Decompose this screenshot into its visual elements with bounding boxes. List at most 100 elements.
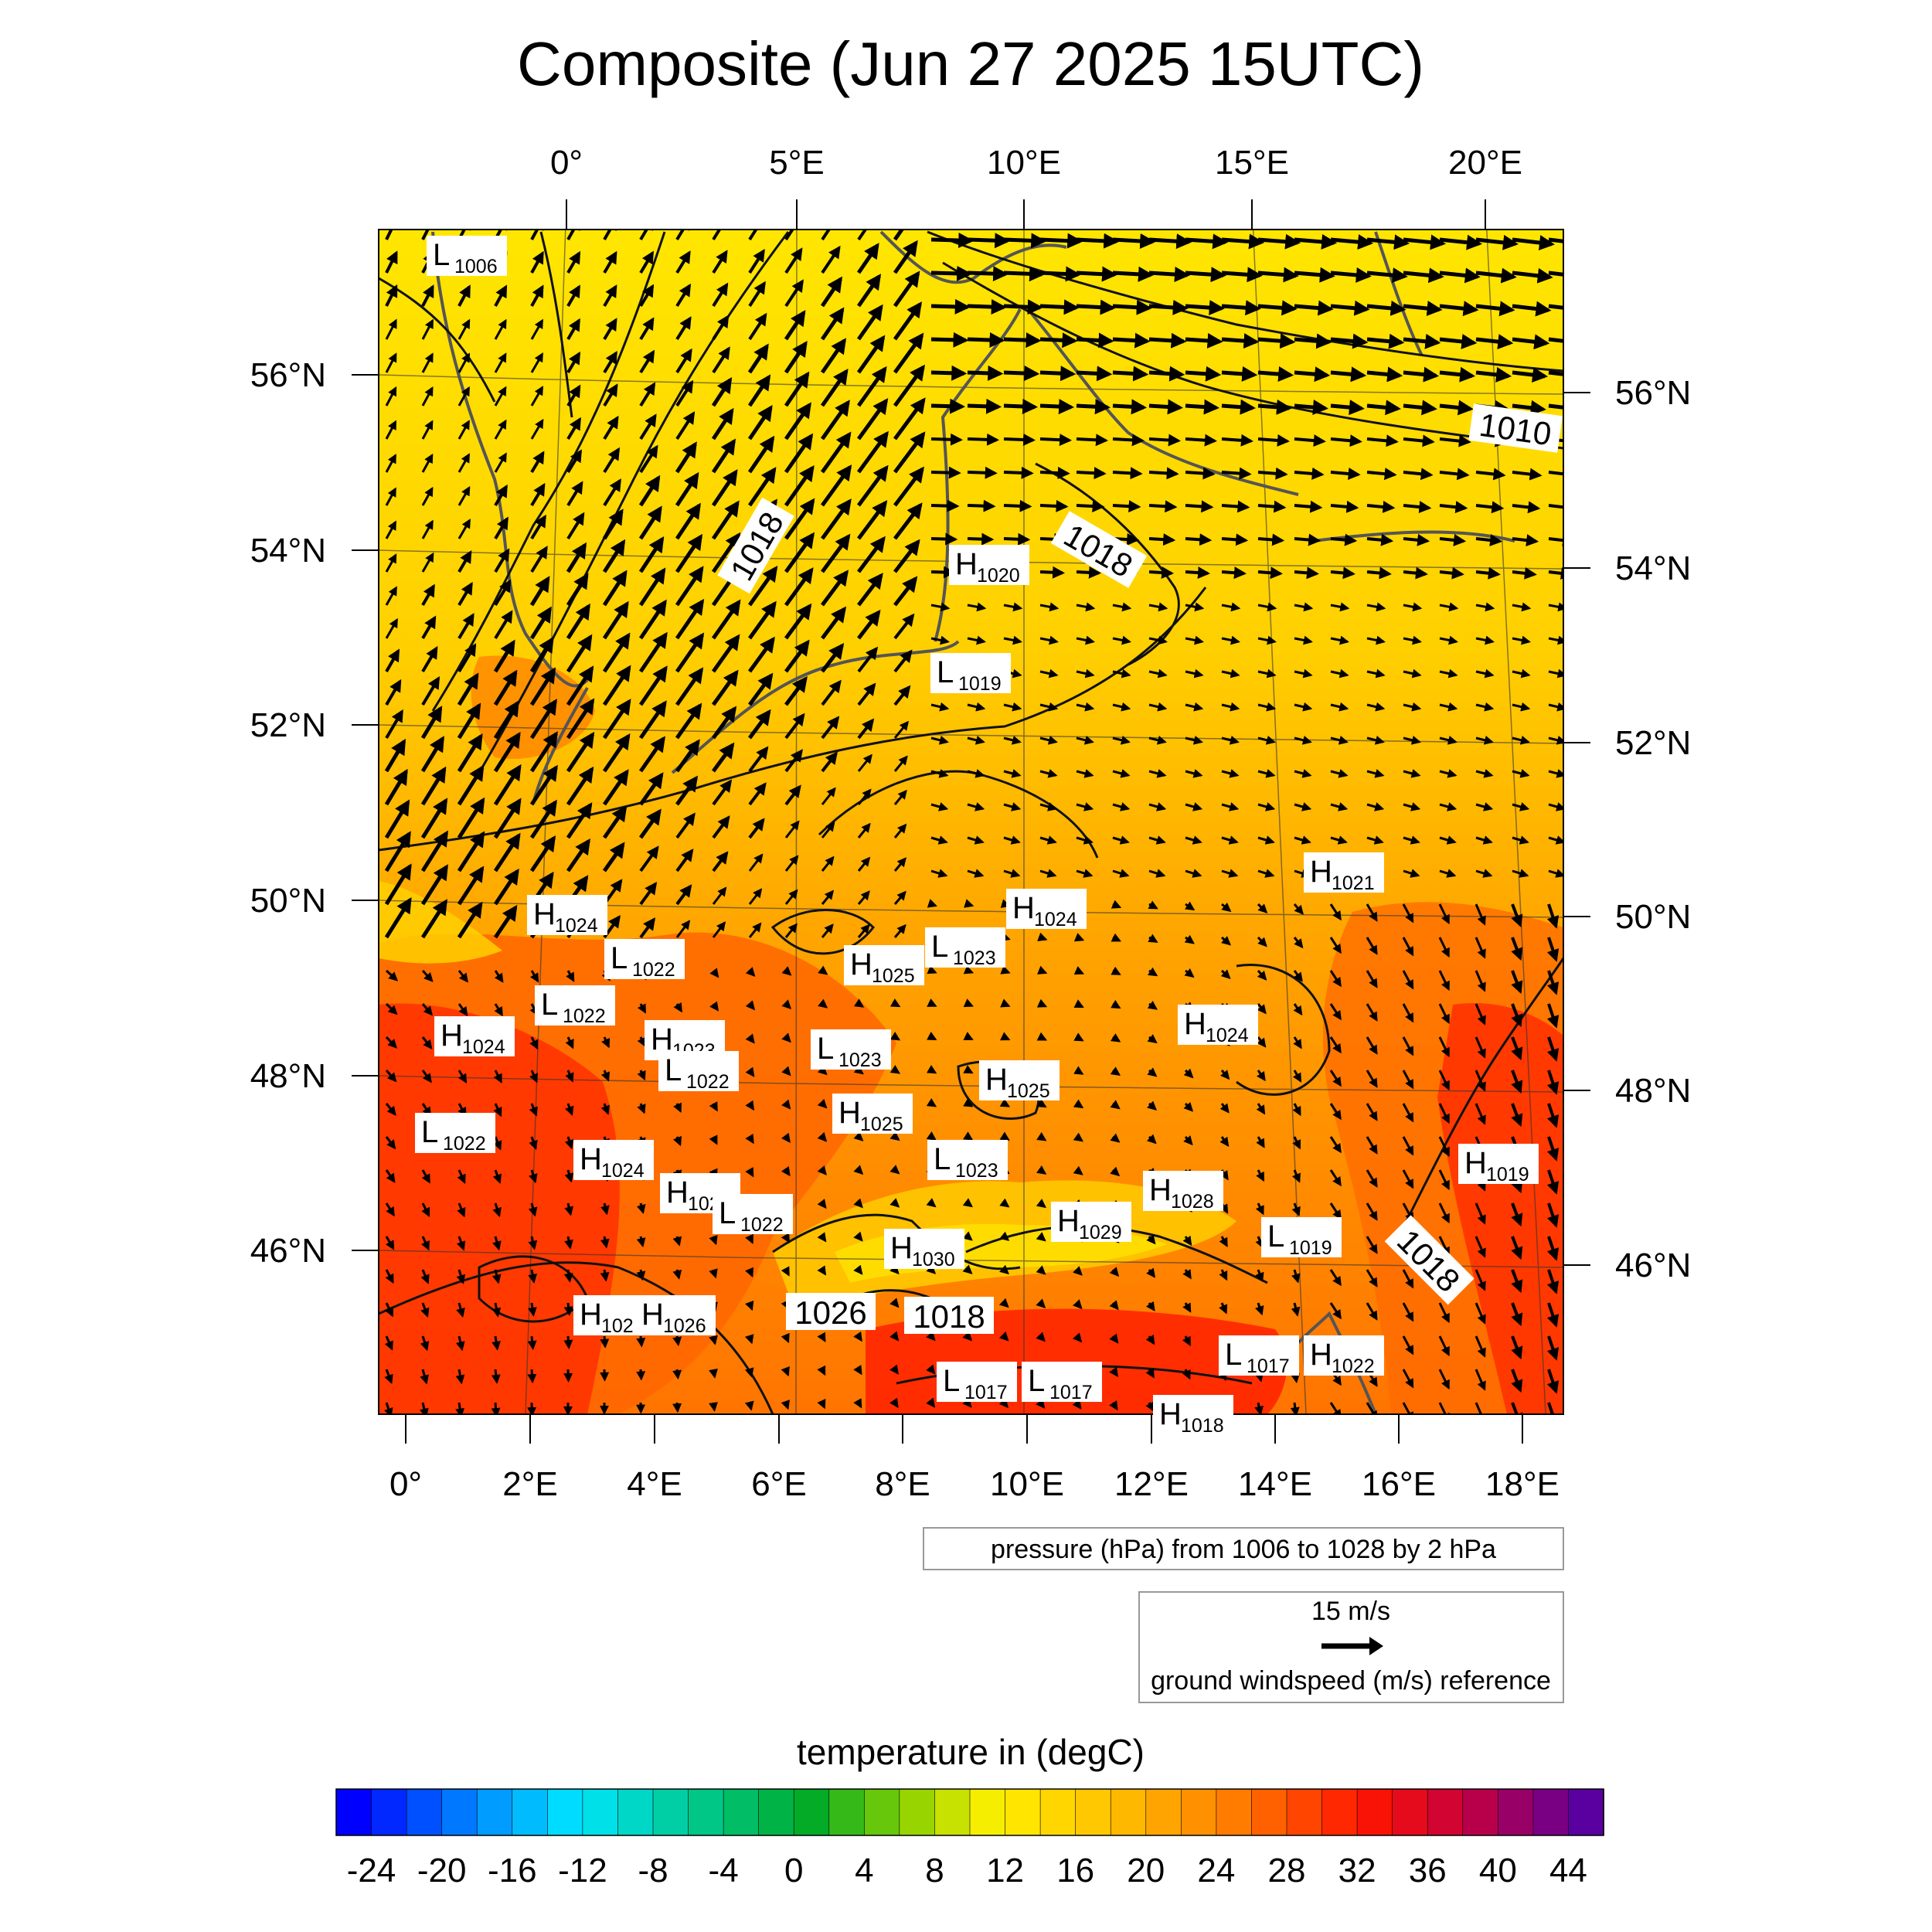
wind-vector (384, 1369, 393, 1385)
wind-vector (745, 1066, 755, 1077)
wind-vector (529, 1136, 538, 1151)
wind-vector (1366, 1103, 1378, 1121)
wind-vector (927, 998, 937, 1007)
wind-vector (1110, 1166, 1121, 1177)
left-lat-label: 56°N (250, 356, 326, 394)
right-lat-label: 56°N (1615, 374, 1691, 412)
wind-vector (675, 533, 703, 573)
wind-vector (817, 1398, 826, 1410)
wind-vector (820, 570, 849, 607)
wind-vector (457, 284, 471, 307)
wind-vector (856, 304, 883, 341)
wind-vector (1221, 399, 1256, 415)
wind-vector (1112, 802, 1131, 811)
wind-vector (1257, 835, 1275, 845)
wind-vector (1402, 1335, 1414, 1355)
wind-vector (639, 349, 655, 374)
wind-vector (385, 520, 397, 539)
wind-vector (1036, 1032, 1048, 1041)
wind-vector (744, 1400, 754, 1411)
wind-reference-legend: 15 m/s ground windspeed (m/s) reference (1138, 1591, 1564, 1703)
wind-vector (1475, 1402, 1486, 1414)
wind-vector (781, 1366, 790, 1377)
wind-vector (711, 469, 738, 507)
wind-vector (1546, 903, 1560, 929)
wind-vector (1076, 366, 1113, 382)
wind-vector (1072, 1299, 1083, 1310)
wind-vector (673, 1002, 682, 1013)
wind-vector (529, 764, 558, 806)
pressure-center-value: 102 (601, 1315, 634, 1337)
wind-vector (1036, 965, 1048, 975)
wind-vector (818, 965, 828, 975)
wind-vector (455, 1335, 465, 1352)
wind-vector (1475, 769, 1494, 778)
wind-vector (1439, 869, 1457, 878)
wind-vector (1294, 668, 1313, 679)
wind-vector (1185, 533, 1213, 546)
wind-vector (529, 1103, 538, 1117)
wind-vector (962, 1231, 973, 1241)
wind-vector (1293, 1003, 1303, 1016)
wind-vector (1219, 1136, 1230, 1148)
wind-vector (821, 642, 845, 673)
wind-vector (962, 1331, 973, 1342)
high-pressure-label: H (838, 1096, 861, 1130)
colorbar-swatch (652, 1788, 689, 1836)
wind-vector (857, 788, 872, 805)
wind-vector (893, 301, 923, 341)
wind-vector (857, 609, 881, 640)
wind-vector (1076, 802, 1094, 811)
wind-vector (1109, 1300, 1119, 1311)
wind-vector (1548, 869, 1563, 878)
wind-vector (1003, 702, 1022, 712)
wind-vector (1403, 835, 1420, 845)
wind-vector (1257, 802, 1276, 811)
wind-vector (1257, 769, 1276, 778)
wind-vector (1403, 668, 1422, 679)
wind-vector (1076, 769, 1094, 778)
wind-vector (1512, 702, 1531, 712)
wind-vector (1109, 1366, 1119, 1377)
wind-vector (1112, 602, 1132, 612)
wind-vector (603, 230, 617, 240)
pressure-center-value: 1022 (632, 959, 675, 981)
wind-vector (967, 332, 1005, 348)
wind-vector (457, 318, 471, 340)
wind-vector (529, 970, 539, 983)
wind-vector (999, 1231, 1010, 1241)
wind-vector (1185, 702, 1204, 712)
wind-vector (1438, 937, 1450, 958)
left-lat-label: 50°N (250, 882, 326, 920)
wind-vector (494, 386, 507, 406)
wind-vector (1076, 702, 1095, 712)
wind-vector (1512, 235, 1555, 250)
wind-vector (781, 1400, 791, 1410)
wind-vector (1036, 1265, 1046, 1275)
wind-vector (1039, 769, 1058, 778)
wind-vector (564, 1136, 574, 1150)
wind-vector (1039, 869, 1057, 878)
wind-vector (889, 1397, 899, 1408)
wind-vector (745, 1033, 755, 1044)
wind-vector (1073, 966, 1085, 975)
pressure-center-value: 1029 (1079, 1222, 1122, 1243)
wind-vector (857, 573, 883, 607)
wind-vector (747, 600, 777, 640)
wind-vector (1112, 434, 1145, 447)
wind-vector (889, 1298, 900, 1308)
wind-vector (1402, 937, 1414, 957)
wind-vector (1546, 1269, 1560, 1294)
colorbar-swatch (758, 1788, 795, 1836)
wind-vector (1475, 1369, 1486, 1391)
wind-vector (493, 731, 521, 773)
colorbar-swatch (1216, 1788, 1253, 1836)
wind-vector (457, 613, 474, 640)
wind-vector (1039, 467, 1070, 480)
wind-vector (1403, 301, 1443, 316)
wind-vector (1110, 1066, 1121, 1076)
wind-vector (566, 838, 590, 872)
high-pressure-label: H (580, 1142, 602, 1176)
wind-vector (1221, 802, 1240, 811)
